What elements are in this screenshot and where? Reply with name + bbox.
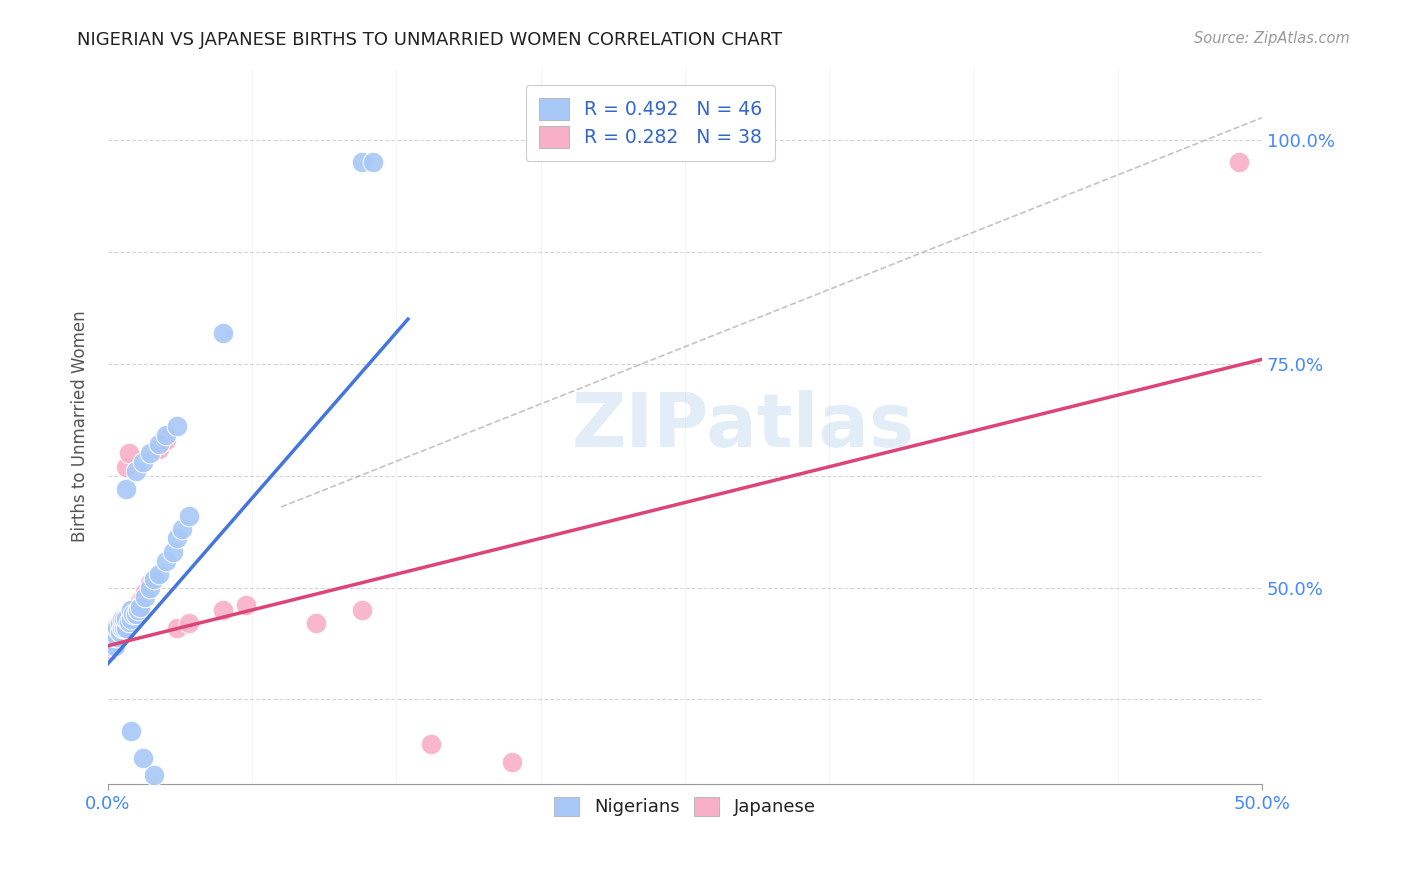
Point	[138, 576, 160, 591]
Point	[125, 607, 148, 622]
Point	[120, 612, 142, 626]
Point	[131, 590, 153, 604]
Point	[120, 723, 142, 738]
Point	[155, 433, 177, 447]
Point	[177, 616, 200, 631]
Point	[120, 603, 142, 617]
Point	[104, 630, 127, 644]
Point	[111, 612, 134, 626]
Point	[118, 615, 141, 629]
Point	[104, 621, 127, 635]
Point	[112, 612, 135, 626]
Point	[108, 625, 131, 640]
Point	[131, 750, 153, 764]
Point	[420, 737, 443, 751]
Point	[105, 630, 128, 644]
Point	[115, 621, 138, 635]
Point	[170, 522, 193, 536]
Point	[105, 621, 128, 635]
Point	[118, 446, 141, 460]
Point	[101, 630, 124, 644]
Point	[350, 603, 373, 617]
Point	[212, 603, 235, 617]
Point	[112, 616, 135, 631]
Point	[138, 446, 160, 460]
Point	[108, 616, 131, 631]
Point	[1227, 155, 1250, 169]
Point	[105, 621, 128, 635]
Point	[131, 455, 153, 469]
Point	[155, 428, 177, 442]
Point	[104, 639, 127, 653]
Point	[350, 155, 373, 169]
Point	[115, 612, 138, 626]
Point	[363, 155, 385, 169]
Point	[122, 607, 145, 622]
Point	[111, 621, 134, 635]
Point	[162, 545, 184, 559]
Point	[501, 755, 523, 769]
Point	[143, 572, 166, 586]
Point	[125, 464, 148, 478]
Point	[166, 419, 188, 434]
Point	[112, 621, 135, 635]
Point	[125, 603, 148, 617]
Point	[129, 594, 152, 608]
Point	[143, 768, 166, 782]
Point	[101, 639, 124, 653]
Point	[177, 508, 200, 523]
Point	[166, 532, 188, 546]
Point	[115, 482, 138, 496]
Point	[134, 585, 156, 599]
Point	[138, 581, 160, 595]
Point	[127, 603, 149, 617]
Point	[101, 634, 124, 648]
Y-axis label: Births to Unmarried Women: Births to Unmarried Women	[72, 310, 89, 542]
Point	[235, 599, 257, 613]
Point	[111, 612, 134, 626]
Text: NIGERIAN VS JAPANESE BIRTHS TO UNMARRIED WOMEN CORRELATION CHART: NIGERIAN VS JAPANESE BIRTHS TO UNMARRIED…	[77, 31, 783, 49]
Point	[104, 634, 127, 648]
Point	[148, 442, 170, 456]
Point	[105, 630, 128, 644]
Text: ZIPatlas: ZIPatlas	[571, 390, 914, 463]
Legend: Nigerians, Japanese: Nigerians, Japanese	[546, 789, 825, 825]
Point	[127, 603, 149, 617]
Point	[148, 567, 170, 582]
Point	[120, 612, 142, 626]
Point	[108, 625, 131, 640]
Point	[98, 643, 121, 657]
Point	[101, 625, 124, 640]
Point	[98, 639, 121, 653]
Point	[98, 634, 121, 648]
Point	[120, 603, 142, 617]
Point	[148, 437, 170, 451]
Text: Source: ZipAtlas.com: Source: ZipAtlas.com	[1194, 31, 1350, 46]
Point	[305, 616, 328, 631]
Point	[115, 612, 138, 626]
Point	[104, 625, 127, 640]
Point	[212, 326, 235, 340]
Point	[111, 621, 134, 635]
Point	[155, 554, 177, 568]
Point	[122, 607, 145, 622]
Point	[134, 590, 156, 604]
Point	[108, 616, 131, 631]
Point	[129, 600, 152, 615]
Point	[98, 630, 121, 644]
Point	[166, 621, 188, 635]
Point	[143, 572, 166, 586]
Point	[118, 615, 141, 629]
Point	[115, 459, 138, 474]
